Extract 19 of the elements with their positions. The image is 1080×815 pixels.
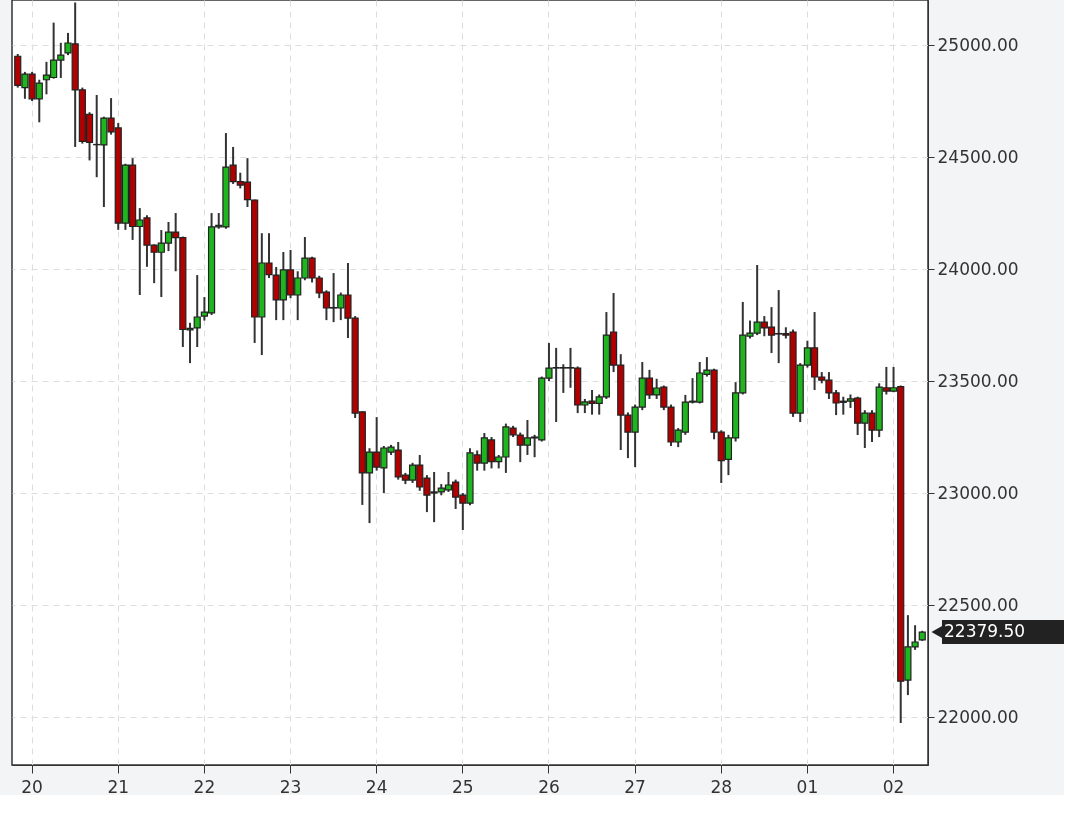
x-tick-label: 22 — [193, 776, 216, 797]
x-tick-label: 01 — [796, 776, 819, 797]
y-tick-label: 23000.00 — [937, 482, 1019, 503]
x-tick-label: 27 — [624, 776, 646, 797]
x-tick-label: 02 — [882, 776, 905, 797]
x-tick-label: 23 — [279, 776, 302, 797]
y-tick-label: 23500.00 — [937, 370, 1019, 391]
y-tick-label: 22000.00 — [937, 706, 1019, 727]
y-tick-label: 24000.00 — [937, 258, 1019, 279]
x-tick-label: 24 — [365, 776, 388, 797]
x-tick-label: 21 — [107, 776, 130, 797]
y-tick-label: 24500.00 — [937, 146, 1019, 167]
x-tick-label: 26 — [538, 776, 560, 797]
y-tick-label: 22500.00 — [937, 594, 1019, 615]
x-tick-label: 25 — [452, 776, 474, 797]
text: 22379.50 — [944, 621, 1026, 642]
x-tick-label: 20 — [21, 776, 43, 797]
x-tick-label: 28 — [710, 776, 733, 797]
y-tick-label: 25000.00 — [937, 34, 1019, 55]
